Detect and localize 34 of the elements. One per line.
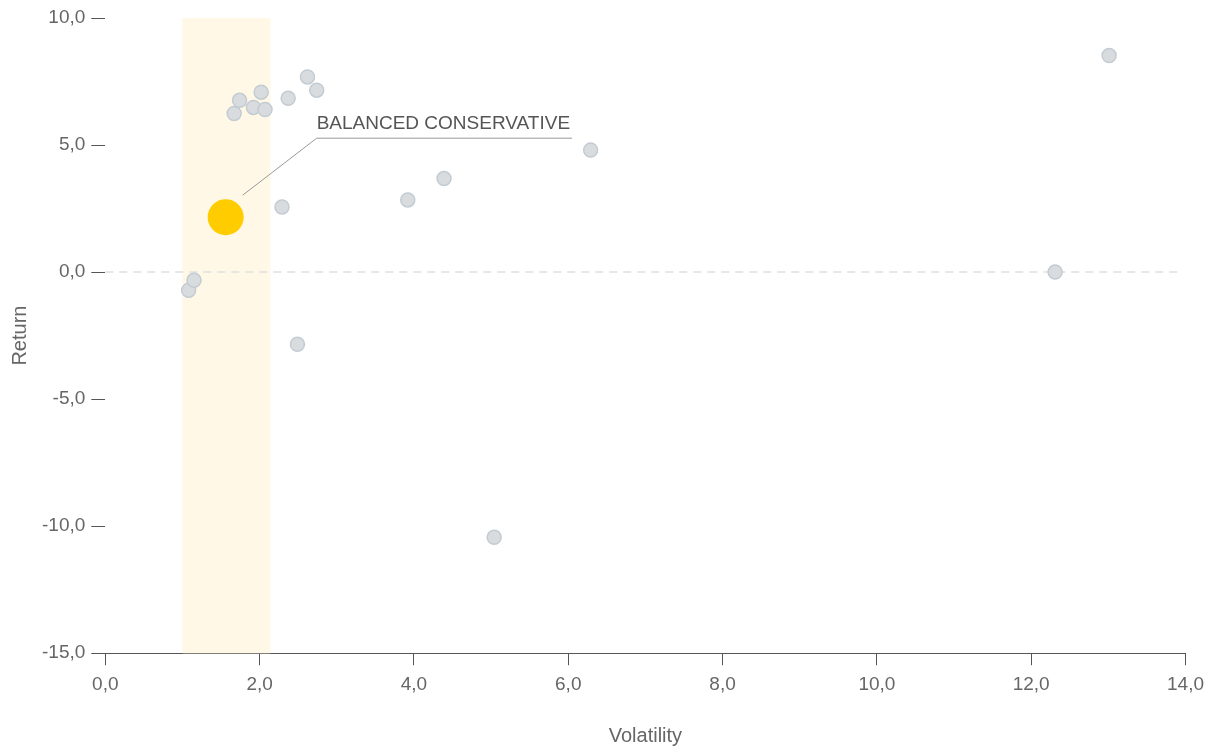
y-tick-label: -5,0 — [52, 387, 86, 409]
point — [486, 529, 502, 546]
point — [308, 82, 325, 98]
point — [280, 90, 296, 107]
point — [289, 336, 306, 352]
point — [257, 101, 273, 118]
x-tick-label: 0,0 — [92, 672, 119, 694]
point — [231, 92, 248, 109]
point — [1101, 47, 1117, 64]
y-axis-title: Return — [7, 305, 30, 366]
y-tick-label: -10,0 — [41, 514, 86, 536]
point — [274, 199, 290, 215]
point — [253, 84, 269, 100]
x-tick-label: 12,0 — [1012, 672, 1050, 694]
x-axis-title: Volatility — [608, 723, 683, 746]
y-tick-label: 5,0 — [58, 133, 86, 155]
x-tick-label: 14,0 — [1167, 672, 1204, 694]
point — [186, 272, 202, 288]
x-tick-label: 10,0 — [858, 672, 896, 694]
point — [226, 105, 242, 122]
point — [436, 170, 452, 187]
point — [582, 142, 599, 158]
y-tick-label: -15,0 — [41, 641, 86, 663]
x-tick-label: 6,0 — [555, 672, 582, 694]
y-tick-label: 0,0 — [58, 260, 86, 282]
point — [1047, 264, 1063, 280]
point — [207, 199, 244, 236]
x-tick-label: 4,0 — [400, 672, 428, 694]
x-tick-label: 8,0 — [709, 672, 736, 694]
annotation: BALANCED CONSERVATIVE — [316, 111, 571, 133]
x-tick-label: 2,0 — [246, 672, 273, 694]
point — [400, 192, 416, 208]
y-tick-label: 10,0 — [48, 6, 86, 28]
point — [299, 69, 316, 85]
